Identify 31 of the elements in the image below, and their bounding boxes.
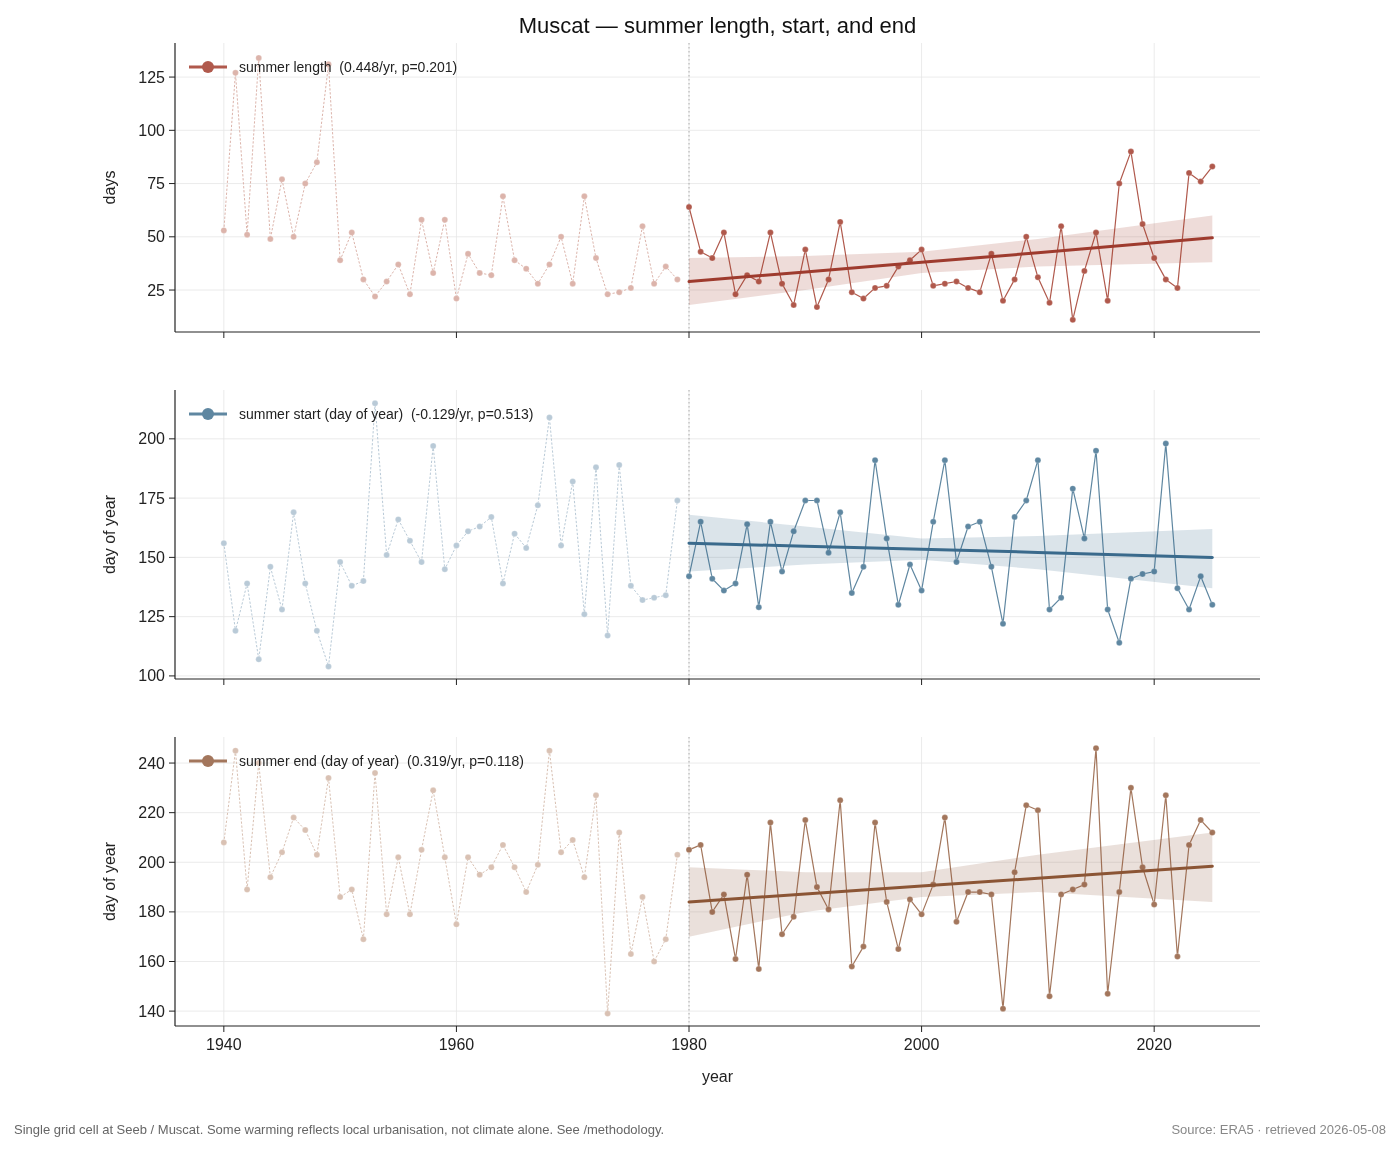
chart-title: Muscat — summer length, start, and end	[518, 13, 917, 38]
y-tick-label: 160	[138, 953, 166, 970]
y-tick-label: 125	[138, 608, 166, 626]
x-tick-label: 2000	[903, 1036, 940, 1053]
y-tick-label: 220	[138, 804, 166, 822]
y-tick-label: 200	[138, 430, 166, 448]
y-tick-label: 125	[138, 68, 166, 86]
x-tick-label: 1980	[671, 1036, 707, 1053]
y-tick-label: 180	[138, 903, 166, 921]
y-tick-label: 100	[138, 667, 166, 685]
y-axis-title: day of year	[101, 841, 118, 922]
y-tick-label: 200	[138, 853, 166, 871]
y-axis-title: day of year	[101, 494, 118, 575]
x-axis-title: year	[701, 1068, 734, 1085]
y-tick-label: 50	[147, 228, 166, 246]
source-note: Source: ERA5 · retrieved 2026-05-08	[1171, 1122, 1386, 1137]
y-tick-label: 175	[138, 489, 166, 507]
y-tick-label: 240	[138, 754, 166, 772]
x-tick-label: 1960	[438, 1036, 475, 1053]
legend-label: summer length (0.448/yr, p=0.201)	[239, 59, 458, 75]
y-tick-label: 25	[147, 281, 166, 299]
legend-label: summer start (day of year) (-0.129/yr, p=0.513)	[239, 406, 534, 422]
x-tick-label: 2020	[1136, 1036, 1173, 1053]
text: Single grid cell at Seeb / Muscat. Some warming reflects local urbanisation, not climate alone. See /methodology.	[14, 1122, 665, 1137]
x-tick-label: 1940	[206, 1036, 242, 1053]
y-axis-title: days	[101, 170, 118, 205]
y-tick-label: 140	[138, 1002, 166, 1020]
y-tick-label: 150	[138, 548, 166, 566]
y-tick-label: 75	[147, 175, 166, 193]
y-tick-label: 100	[138, 121, 166, 139]
legend-label: summer end (day of year) (0.319/yr, p=0.118)	[239, 753, 524, 769]
